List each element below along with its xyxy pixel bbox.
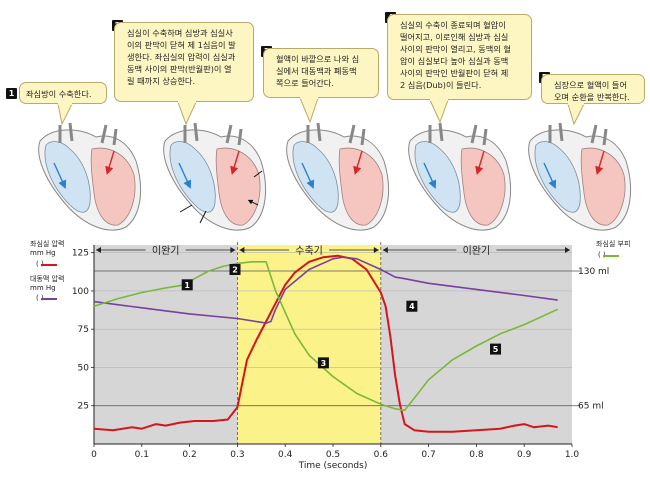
legend-lv-pressure: 좌심실 압력 mm Hg [30, 240, 65, 257]
x-tick-label: 0.3 [230, 450, 244, 460]
legend-aortic-pressure-key: ( ) [36, 294, 44, 302]
series-line-1 [93, 256, 558, 324]
legend-lv-pressure-key: ( ) [36, 260, 44, 268]
volume-tick-label: 65 ml [578, 402, 604, 412]
series-line-0 [93, 254, 558, 433]
phase-bg-2 [380, 245, 572, 444]
step-marker-label: 2 [232, 265, 238, 274]
x-tick-label: 0.4 [278, 450, 293, 460]
phase-arrowhead-right [565, 247, 570, 253]
step-marker-1 [181, 279, 193, 291]
x-tick-label: 0.2 [182, 450, 196, 460]
y-tick-label: 75 [78, 325, 89, 335]
y-tick-label: 25 [78, 402, 89, 412]
volume-tick-label: 130 ml [578, 267, 609, 277]
x-tick-label: 0 [91, 450, 97, 460]
phase-bg-0 [94, 245, 238, 444]
step-marker-2 [229, 263, 241, 275]
step-5-callout: 심장으로 혈액이 들어 오며 순환을 반복한다. [541, 74, 645, 104]
step-2-callout: 심실이 수축하며 심방과 심실사 이의 판막이 닫혀 제 1심음이 발 생한다.… [114, 22, 254, 102]
phase-label-1: 수축기 [295, 245, 323, 257]
step-marker-3 [317, 357, 329, 369]
phase-arrowhead-right [373, 247, 379, 253]
x-tick-label: 0.7 [421, 450, 435, 460]
y-tick-label: 50 [78, 363, 90, 373]
y-tick-label: 125 [72, 249, 89, 259]
x-tick-label: 0.1 [135, 450, 149, 460]
step-3-callout: 혈액이 바깥으로 나와 심 실에서 대동맥과 폐동맥 쪽으로 들어간다. [263, 48, 379, 98]
phase-arrowhead-left [96, 247, 101, 253]
step-marker-label: 3 [321, 359, 327, 368]
x-tick-label: 0.9 [517, 450, 532, 460]
step-1-badge: 1 [6, 88, 17, 99]
x-axis-title: Time (seconds) [298, 461, 368, 471]
legend-lv-volume: 좌심실 부피 [596, 240, 631, 248]
legend-aortic-pressure: 대동맥 압력 mm Hg [30, 275, 65, 292]
heart-illustrations [0, 115, 650, 235]
step-marker-label: 5 [493, 345, 499, 354]
y-tick-label: 100 [72, 287, 89, 297]
step-marker-label: 4 [409, 302, 415, 311]
step-marker-5 [490, 343, 502, 355]
x-tick-label: 1.0 [565, 450, 580, 460]
phase-label-2: 이완기 [463, 245, 491, 257]
legend-aortic-pressure-swatch [41, 298, 57, 300]
callout-tails [57, 97, 585, 126]
phase-arrowhead-left [382, 247, 388, 253]
step-4-callout: 심실의 수축이 종료되며 혈압이 떨어지고, 이로인해 심방과 심실 사이의 판… [387, 14, 532, 100]
x-tick-label: 0.6 [374, 450, 389, 460]
phase-arrowhead-right [230, 247, 236, 253]
phase-arrowhead-left [239, 247, 245, 253]
legend-lv-volume-swatch [603, 255, 619, 257]
x-tick-label: 0.5 [326, 450, 340, 460]
contraction-arrows [179, 170, 263, 224]
phase-bg-1 [237, 245, 381, 444]
step-marker-label: 1 [184, 281, 190, 290]
step-marker-4 [406, 300, 418, 312]
legend-lv-pressure-swatch [41, 264, 57, 266]
phase-label-0: 이완기 [152, 245, 180, 257]
legend-lv-volume-key: ( ) [598, 251, 606, 259]
x-tick-label: 0.8 [469, 450, 484, 460]
